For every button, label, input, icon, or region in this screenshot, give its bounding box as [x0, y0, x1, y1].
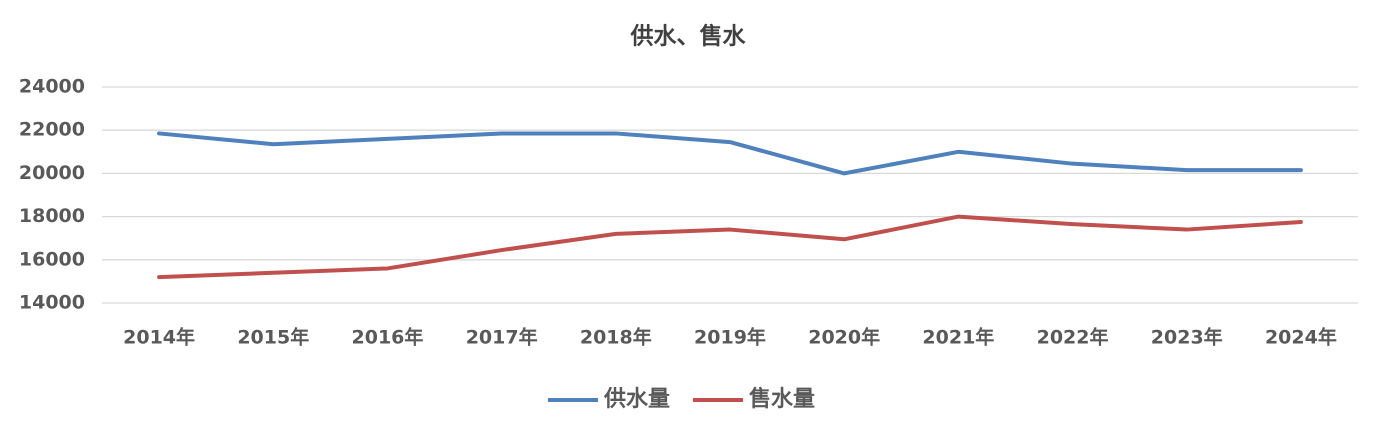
x-tick-label: 2020年 [808, 326, 880, 349]
x-tick-label: 2021年 [922, 326, 994, 349]
x-tick-label: 2024年 [1265, 326, 1337, 349]
legend-label: 供水量 [603, 386, 670, 412]
x-tick-label: 2018年 [580, 326, 652, 349]
x-tick-label: 2017年 [466, 326, 538, 349]
x-tick-label: 2014年 [123, 326, 195, 349]
y-tick-label: 22000 [19, 119, 85, 141]
x-tick-label: 2016年 [352, 326, 424, 349]
y-tick-label: 20000 [19, 162, 85, 184]
line-series [157, 214, 1303, 280]
x-tick-label: 2019年 [694, 326, 766, 349]
x-tick-label: 2015年 [237, 326, 309, 349]
y-tick-label: 14000 [19, 292, 85, 314]
chart-title: 供水、售水 [630, 23, 747, 50]
y-tick-label: 24000 [19, 76, 85, 98]
y-tick-label: 16000 [19, 248, 85, 270]
y-tick-label: 18000 [19, 205, 85, 227]
x-tick-label: 2022年 [1037, 326, 1109, 349]
line-series [157, 131, 1303, 176]
legend-label: 售水量 [749, 386, 815, 412]
x-tick-label: 2023年 [1151, 326, 1223, 349]
